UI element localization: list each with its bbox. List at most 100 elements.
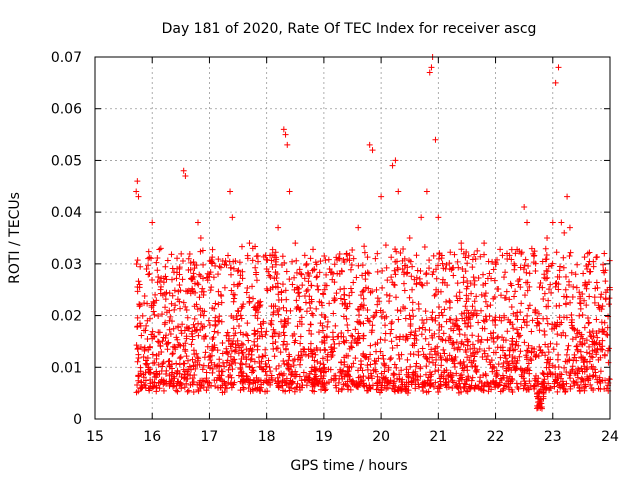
data-point <box>331 295 338 302</box>
data-point <box>568 316 575 323</box>
data-point <box>430 383 437 390</box>
data-point <box>148 331 155 338</box>
data-point <box>204 277 211 284</box>
data-point <box>296 293 303 300</box>
data-point <box>562 273 569 280</box>
data-point <box>179 257 186 264</box>
data-point <box>395 188 402 195</box>
data-point <box>460 367 467 374</box>
data-point <box>341 354 348 361</box>
data-point <box>380 309 387 316</box>
data-point <box>423 270 430 277</box>
data-point <box>164 340 171 347</box>
data-point <box>556 302 563 309</box>
data-point <box>454 297 461 304</box>
data-point <box>598 306 605 313</box>
data-point <box>280 329 287 336</box>
data-point <box>238 243 245 250</box>
data-point <box>481 318 488 325</box>
data-point <box>429 354 436 361</box>
data-point <box>212 300 219 307</box>
data-point <box>260 318 267 325</box>
data-point <box>371 312 378 319</box>
data-point <box>447 299 454 306</box>
data-point <box>169 350 176 357</box>
data-point <box>394 342 401 349</box>
data-point <box>147 366 154 373</box>
data-point <box>299 382 306 389</box>
data-point <box>333 290 340 297</box>
data-point <box>297 270 304 277</box>
data-point <box>458 240 465 247</box>
data-point <box>531 385 538 392</box>
data-point <box>286 353 293 360</box>
data-point <box>195 388 202 395</box>
data-point <box>167 313 174 320</box>
data-point <box>381 375 388 382</box>
data-point <box>409 307 416 314</box>
data-point <box>176 281 183 288</box>
data-point <box>412 328 419 335</box>
data-point <box>188 276 195 283</box>
data-point <box>157 245 164 252</box>
data-point <box>576 289 583 296</box>
data-point <box>355 224 362 231</box>
data-point <box>515 342 522 349</box>
data-point <box>197 311 204 318</box>
data-point <box>543 385 550 392</box>
data-point <box>231 356 238 363</box>
data-point <box>274 307 281 314</box>
data-point <box>517 264 524 271</box>
data-point <box>586 350 593 357</box>
data-point <box>505 378 512 385</box>
data-point <box>184 388 191 395</box>
data-point <box>462 268 469 275</box>
data-point <box>413 376 420 383</box>
data-point <box>384 277 391 284</box>
data-point <box>563 380 570 387</box>
data-point <box>190 388 197 395</box>
data-point <box>274 345 281 352</box>
data-point <box>305 352 312 359</box>
data-point <box>334 270 341 277</box>
data-point <box>145 262 152 269</box>
data-point <box>471 345 478 352</box>
data-point <box>466 314 473 321</box>
data-point <box>353 274 360 281</box>
data-point <box>447 316 454 323</box>
data-point <box>263 256 270 263</box>
data-point <box>400 280 407 287</box>
data-point <box>563 301 570 308</box>
y-tick-label: 0.07 <box>51 50 82 66</box>
data-point <box>597 294 604 301</box>
data-point <box>457 359 464 366</box>
data-point <box>465 295 472 302</box>
data-point <box>316 269 323 276</box>
data-point <box>268 317 275 324</box>
data-point <box>189 286 196 293</box>
data-point <box>153 384 160 391</box>
data-point <box>454 280 461 287</box>
data-point <box>379 284 386 291</box>
data-point <box>389 385 396 392</box>
data-point <box>291 274 298 281</box>
data-point <box>474 247 481 254</box>
data-point <box>570 283 577 290</box>
data-point <box>272 338 279 345</box>
data-point <box>426 69 433 76</box>
data-point <box>158 368 165 375</box>
data-point <box>210 334 217 341</box>
data-point <box>471 298 478 305</box>
data-point <box>583 349 590 356</box>
data-point <box>499 363 506 370</box>
data-point <box>497 344 504 351</box>
data-point <box>576 312 583 319</box>
data-point <box>455 389 462 396</box>
data-point <box>272 269 279 276</box>
data-point <box>368 329 375 336</box>
data-point <box>501 352 508 359</box>
data-point <box>151 311 158 318</box>
data-point <box>237 272 244 279</box>
data-point <box>171 287 178 294</box>
data-point <box>221 284 228 291</box>
